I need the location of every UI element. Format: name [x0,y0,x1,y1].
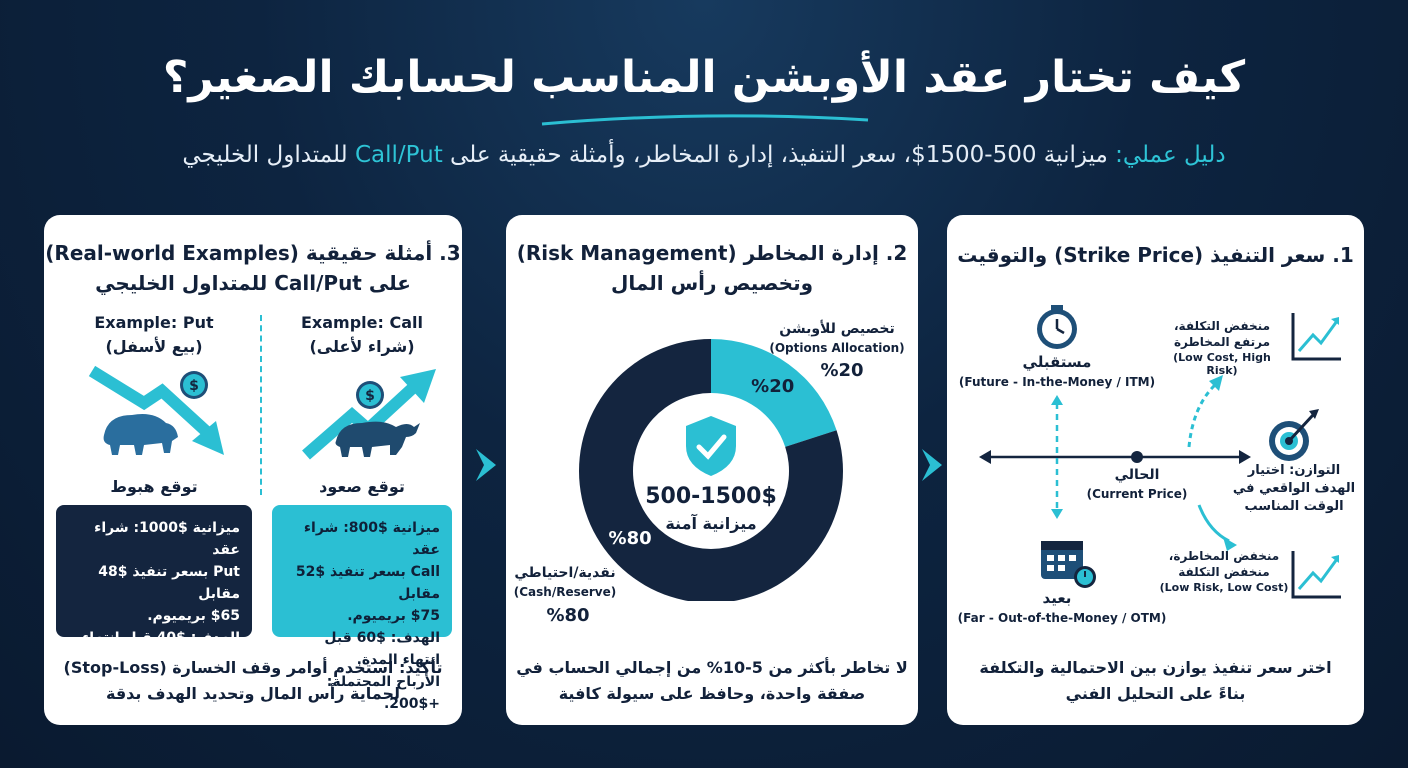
center-label: ميزانية آمنة [665,513,756,533]
put-box-line: Put بسعر تنفيذ $48 مقابل [98,564,240,602]
strike-panel: 1. سعر التنفيذ (Strike Price) والتوقيت [947,215,1364,725]
options-allocation-label: تخصيص للأوبشن [779,321,895,337]
examples-divider [260,315,262,495]
growth-chart-icon [1291,551,1341,599]
low-risk-line1: منخفض المخاطرة، [1168,549,1280,563]
low-cost-line1: منخفض التكلفة، [1173,319,1271,333]
call-box-line: $75 بريميوم. [347,608,440,624]
shield-check-icon [686,416,736,476]
chevron-right-icon [922,449,942,481]
cash-reserve-label: نقدية/احتياطي [514,565,616,581]
subtitle-accent: دليل عملي: [1115,142,1226,168]
call-caption: توقع صعود [319,477,405,496]
examples-title-line2: على Call/Put للمتداول الخليجي [95,271,411,295]
put-example-sub: (بيع لأسفل) [105,337,203,356]
donut-slice-1 [579,339,843,601]
call-box-line: Call بسعر تنفيذ $52 مقابل [295,564,440,602]
balance-line1: التوازن: اختيار [1247,463,1341,478]
risk-title-line2: وتخصيص رأس المال [610,271,814,295]
bull-up-icon: $ [302,369,436,460]
cash-slice-label: %80 [609,528,652,549]
stopwatch-icon [1037,305,1077,349]
options-allocation-sub: (Options Allocation) [769,341,905,355]
examples-footnote-line1: تأكيد: استخدم أوامر وقف الخسارة (Stop-Lo… [63,658,443,677]
page-subtitle: دليل عملي: ميزانية 500-1500$، سعر التنفي… [0,142,1408,168]
svg-text:$: $ [365,388,375,404]
options-allocation-pct: %20 [820,360,864,381]
cash-reserve-pct: %80 [546,605,590,626]
call-box-line: الهدف: $60 قبل انتهاء المدة. [324,630,440,668]
current-label: الحالي [1114,467,1160,483]
strike-diagram [979,305,1341,599]
cash-reserve-sub: (Cash/Reserve) [513,585,617,599]
call-example-box: ميزانية $800: شراء عقد Call بسعر تنفيذ $… [272,505,452,712]
risk-panel: 2. إدارة المخاطر (Risk Management) وتخصي… [506,215,918,725]
far-sub: (Far - Out-of-the-Money / OTM) [957,611,1167,625]
title-underline [541,114,869,126]
allocation-donut-chart: 500-1500$ ميزانية آمنة %20 %80 [579,339,843,601]
low-cost-sub: (Low Cost, High Risk) [1173,351,1271,377]
strike-title: 1. سعر التنفيذ (Strike Price) والتوقيت [957,243,1354,267]
call-example-title: Example: Call [301,313,423,332]
balance-line3: الوقت المناسب [1244,499,1344,514]
subtitle-callput: Call/Put [354,142,443,168]
put-box-line: $65 بريميوم. [147,608,240,624]
page-title: كيف تختار عقد الأوبشن المناسب لحسابك الص… [162,52,1246,103]
calendar-icon [1041,541,1096,588]
risk-footnote-line1: لا تخاطر بأكثر من 5-10% من إجمالي الحساب… [516,658,908,677]
low-risk-sub: (Low Risk, Low Cost) [1159,581,1289,594]
center-amount: 500-1500$ [645,484,777,509]
chevron-right-icon [476,449,496,481]
far-label: بعيد [1042,589,1072,607]
balance-line2: الهدف الواقعي في [1232,481,1356,496]
current-sub: (Current Price) [1086,487,1188,501]
subtitle-main: ميزانية 500-1500$، سعر التنفيذ، إدارة ال… [442,142,1116,168]
subtitle-end: للمتداول الخليجي [182,142,355,168]
put-example-title: Example: Put [94,313,214,332]
put-caption: توقع هبوط [110,477,198,496]
call-box-line: ميزانية $800: شراء عقد [303,520,440,558]
examples-title-line1: 3. أمثلة حقيقية (Real-world Examples) [45,241,461,265]
put-box-line: الهدف: $40 قبل انتهاء المدة. [82,630,240,668]
strike-footnote-line2: بناءً على التحليل الفني [1065,684,1246,703]
call-example-sub: (شراء لأعلى) [309,337,415,356]
future-sub: (Future - In-the-Money / ITM) [958,375,1156,389]
risk-footnote-line2: صفقة واحدة، وحافظ على سيولة كافية [558,684,866,703]
examples-footnote-line2: لحماية رأس المال وتحديد الهدف بدقة [105,684,400,703]
put-example-box: ميزانية $1000: شراء عقد Put بسعر تنفيذ $… [56,505,252,712]
strike-footnote-line1: اختر سعر تنفيذ يوازن بين الاحتمالية والت… [979,658,1332,677]
bear-down-icon: $ [88,365,224,455]
future-label: مستقبلي [1022,353,1092,371]
growth-chart-icon [1291,313,1341,361]
call-box-line: الأرباح المحتملة: +$200. [326,674,440,712]
svg-text:$: $ [189,378,199,394]
put-box-line: الأرباح المحتملة: +$180. [126,674,240,712]
low-cost-line2: مرتفع المخاطرة [1173,335,1271,349]
target-icon [1269,409,1319,461]
put-box-line: ميزانية $1000: شراء عقد [94,520,240,558]
donut-slice-0 [711,339,837,447]
low-risk-line2: منخفض التكلفة [1178,565,1270,579]
options-slice-label: %20 [751,376,794,397]
examples-panel: 3. أمثلة حقيقية (Real-world Examples) عل… [44,215,462,725]
risk-title-line1: 2. إدارة المخاطر (Risk Management) [516,241,908,265]
